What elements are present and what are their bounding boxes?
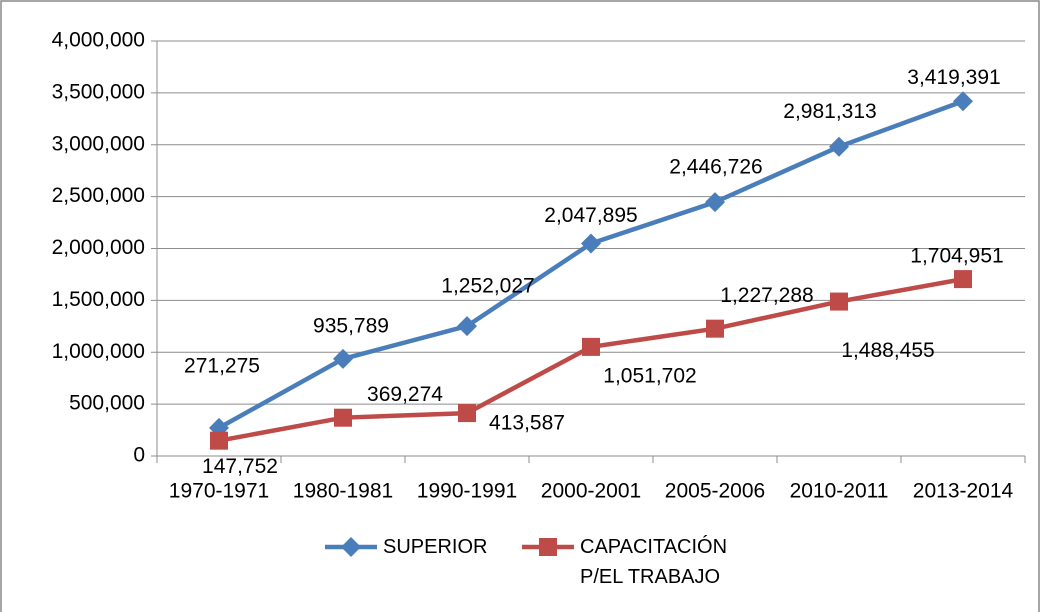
legend-label: SUPERIOR [383, 536, 488, 558]
point-marker [458, 404, 476, 423]
data-label: 2,446,726 [669, 156, 762, 179]
y-tick-label: 3,000,000 [52, 132, 145, 155]
y-tick-label: 2,500,000 [52, 184, 145, 207]
data-label: 271,275 [184, 354, 260, 377]
y-tick-label: 1,000,000 [52, 340, 145, 363]
data-label: 147,752 [202, 455, 278, 478]
legend-marker [539, 538, 557, 556]
point-marker [334, 408, 352, 427]
point-marker [954, 270, 972, 289]
x-tick-label: 2010-2011 [790, 480, 889, 503]
point-marker [705, 192, 725, 213]
y-tick-label: 1,500,000 [52, 288, 145, 311]
y-tick-label: 500,000 [69, 392, 145, 415]
data-label: 1,252,027 [441, 275, 534, 298]
legend-marker [341, 537, 361, 557]
x-tick-label: 1980-1981 [293, 480, 393, 503]
x-tick-label: 2000-2001 [541, 480, 641, 503]
point-marker [581, 233, 601, 254]
point-marker [953, 91, 973, 112]
data-label: 369,274 [367, 383, 443, 406]
y-tick-label: 3,500,000 [52, 80, 145, 103]
x-tick-label: 2013-2014 [913, 480, 1014, 503]
data-label: 1,051,702 [603, 364, 696, 387]
data-label: 1,704,951 [910, 245, 1003, 268]
point-marker [706, 319, 724, 338]
point-marker [582, 337, 600, 356]
y-tick-label: 2,000,000 [52, 236, 145, 259]
y-tick-label: 4,000,000 [52, 29, 145, 52]
data-label: 413,587 [489, 412, 565, 435]
data-label: 1,488,455 [841, 339, 934, 362]
data-label: 3,419,391 [907, 66, 1000, 89]
point-marker [829, 136, 849, 157]
x-tick-label: 1970-1971 [169, 480, 269, 503]
data-label: 2,047,895 [544, 204, 637, 227]
data-label: 2,981,313 [783, 100, 876, 123]
point-marker [333, 348, 353, 369]
point-marker [210, 431, 228, 450]
point-marker [830, 292, 848, 311]
y-tick-label: 0 [133, 444, 145, 467]
data-label: 1,227,288 [720, 284, 813, 307]
x-tick-label: 2005-2006 [665, 480, 765, 503]
point-marker [457, 316, 477, 337]
x-tick-label: 1990-1991 [417, 480, 517, 503]
data-label: 935,789 [313, 314, 389, 337]
legend-label: CAPACITACIÓN P/EL TRABAJO [580, 536, 728, 588]
